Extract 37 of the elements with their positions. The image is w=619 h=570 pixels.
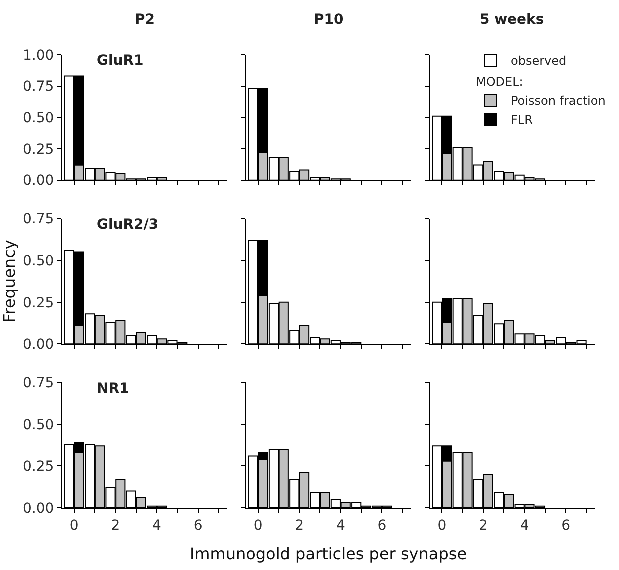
- x-tick-label: 2: [295, 518, 304, 534]
- chart-title: P2: [135, 12, 156, 28]
- x-axis-title: Immunogold particles per synapse: [190, 544, 468, 564]
- y-tick-label: 0.00: [23, 500, 54, 517]
- y-tick-label: 0.50: [23, 254, 54, 270]
- y-tick-label: 0.50: [23, 417, 54, 434]
- annotation: GluR1: [97, 53, 144, 69]
- y-tick-label: 0.75: [23, 376, 54, 392]
- y-tick-label: 0.25: [23, 142, 54, 158]
- legend-label: Poisson fraction: [510, 94, 606, 108]
- y-tick-label: 0.50: [23, 110, 54, 127]
- y-tick-label: 0.25: [23, 295, 54, 312]
- x-tick-label: 0: [438, 518, 447, 534]
- chart-title: 5 weeks: [480, 12, 544, 28]
- y-tick-label: 0.75: [23, 212, 54, 228]
- chart-title: P10: [314, 12, 344, 28]
- x-tick-label: 2: [111, 518, 120, 534]
- y-tick-label: 1.00: [23, 48, 54, 64]
- y-tick-label: 0.25: [23, 459, 54, 476]
- annotation: GluR2/3: [97, 217, 159, 233]
- x-tick-label: 4: [520, 518, 530, 534]
- x-tick-label: 6: [562, 518, 571, 534]
- x-tick-label: 2: [479, 518, 488, 534]
- annotation: NR1: [97, 381, 130, 397]
- x-tick-label: 0: [70, 518, 79, 534]
- legend-label: observed: [510, 54, 567, 68]
- x-tick-label: 6: [378, 518, 387, 534]
- x-tick-label: 4: [336, 518, 346, 534]
- y-axis-title: Frequency: [0, 240, 19, 323]
- x-tick-label: 4: [152, 518, 162, 534]
- y-tick-label: 0.75: [23, 79, 54, 96]
- x-tick-label: 0: [254, 518, 263, 534]
- y-tick-label: 0.00: [23, 337, 54, 354]
- legend-label: FLR: [510, 113, 533, 128]
- x-tick-label: 6: [194, 518, 203, 534]
- y-tick-label: 0.00: [23, 173, 54, 190]
- legend-title: MODEL:: [476, 75, 524, 90]
